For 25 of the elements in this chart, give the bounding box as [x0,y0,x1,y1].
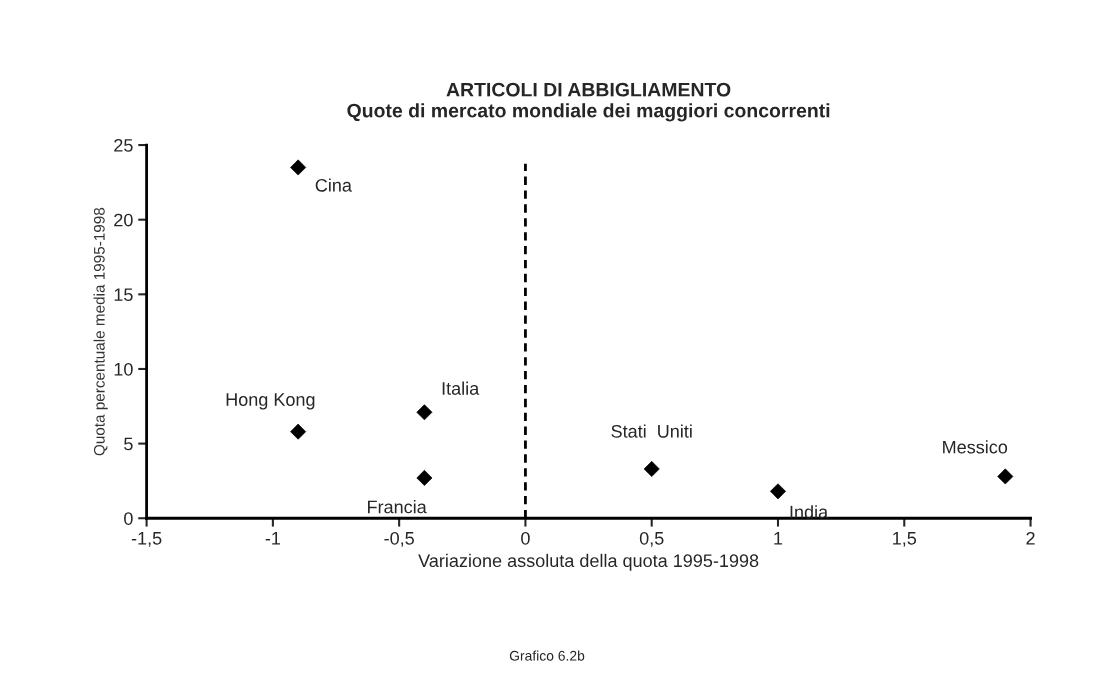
annotation: Messico [943,440,1008,454]
x-tick-label: -1 [265,532,281,545]
annotation: Francia [368,500,427,514]
chart-title: ARTICOLI DI ABBIGLIAMENTO Quote di mercato mondiale dei maggiori concorrenti [347,82,830,122]
y-tick-label: 25 [114,138,133,152]
x-tick-label: 1 [774,532,783,545]
y-tick-label: 0 [124,512,133,525]
y-axis-title: Quota percentuale media 1995-1998 [93,207,108,456]
annotation: Cina [315,178,352,192]
x-tick-label: -1,5 [131,532,162,547]
x-axis-title: Variazione assoluta della quota 1995-1998 [418,553,759,571]
annotation: Stati Uniti [611,424,692,438]
y-tick-label: 15 [114,288,133,302]
x-tick-label: 1,5 [893,532,917,547]
x-tick-label: 2 [1026,531,1035,545]
x-tick-label: -0,5 [384,531,414,547]
y-tick-label: 20 [114,213,133,227]
annotation: Italia [442,381,480,395]
annotation: Hong Kong [226,393,315,410]
y-tick-label: 10 [114,362,133,376]
x-tick-label: 0 [521,531,530,545]
text: Grafico 6.2b [509,650,585,661]
x-tick-label: 0,5 [639,531,664,547]
annotation: India [790,505,829,519]
y-tick-label: 5 [124,437,133,451]
